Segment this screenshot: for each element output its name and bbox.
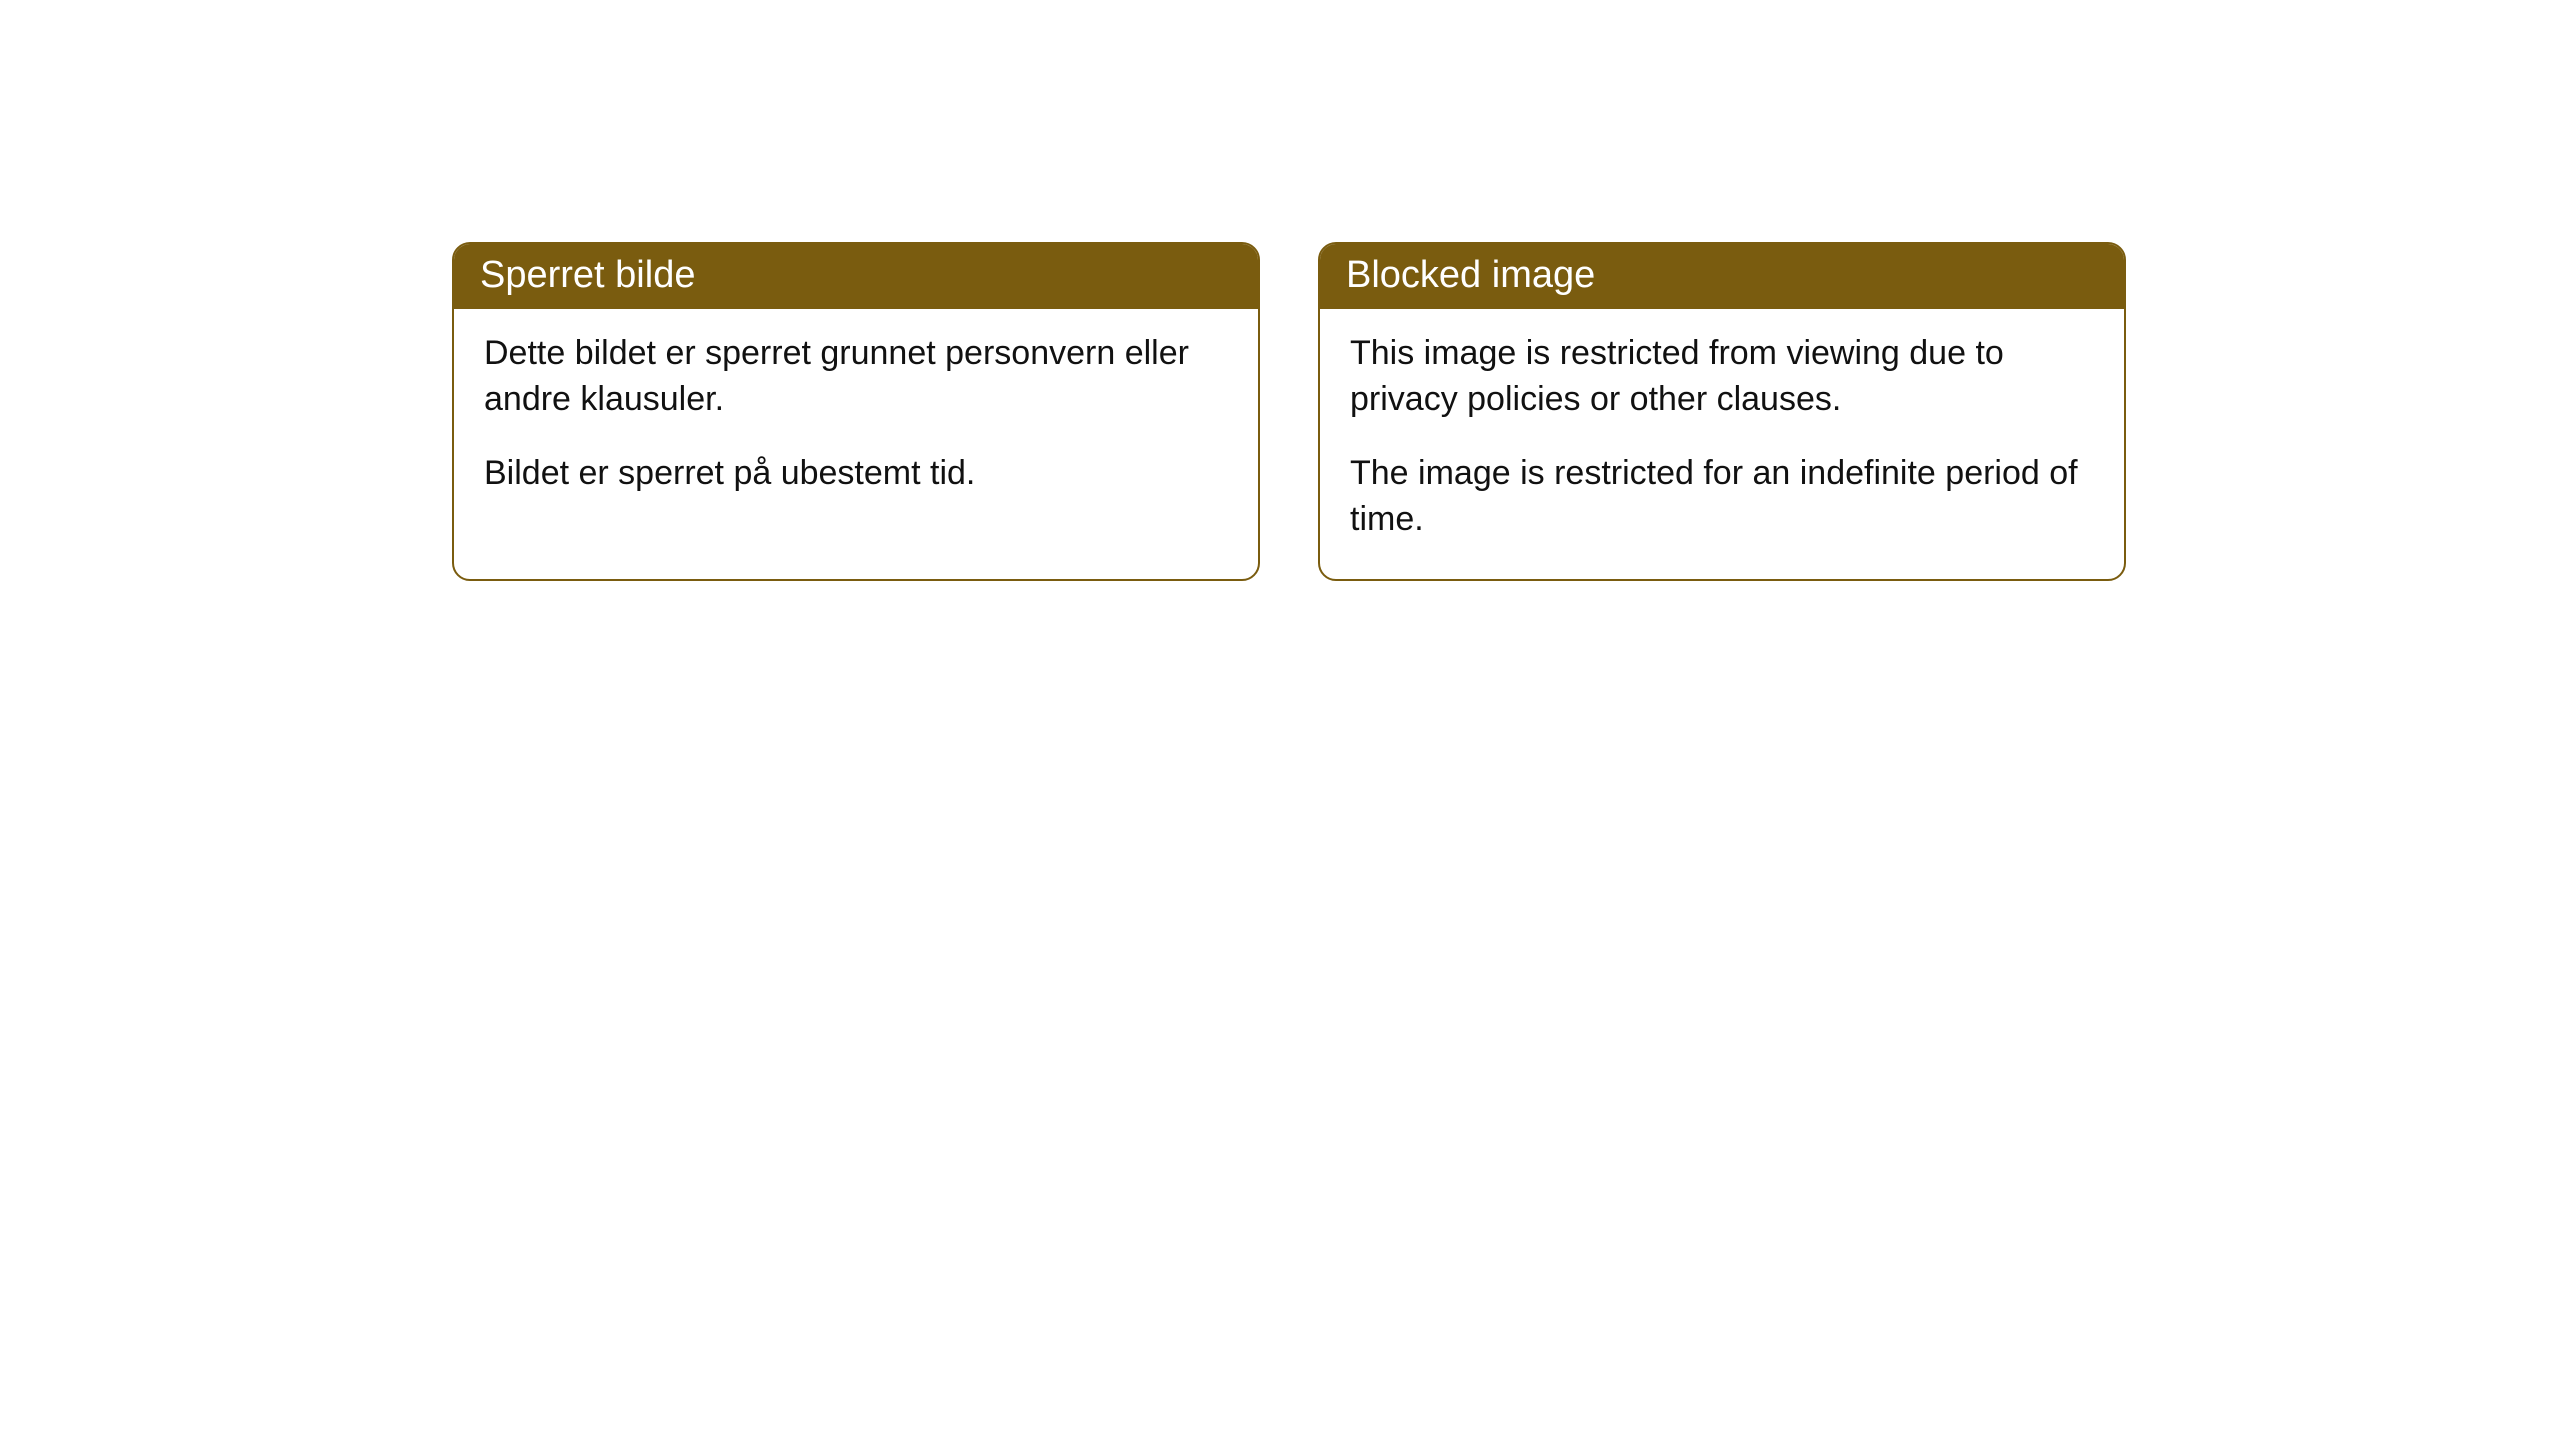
blocked-image-card-english: Blocked image This image is restricted f… — [1318, 242, 2126, 581]
cards-container: Sperret bilde Dette bildet er sperret gr… — [0, 0, 2560, 581]
card-paragraph: This image is restricted from viewing du… — [1350, 331, 2094, 423]
card-header: Sperret bilde — [454, 244, 1258, 309]
card-title: Sperret bilde — [480, 254, 695, 296]
card-paragraph: Bildet er sperret på ubestemt tid. — [484, 451, 1228, 497]
card-paragraph: The image is restricted for an indefinit… — [1350, 451, 2094, 543]
card-title: Blocked image — [1346, 254, 1595, 296]
card-header: Blocked image — [1320, 244, 2124, 309]
card-paragraph: Dette bildet er sperret grunnet personve… — [484, 331, 1228, 423]
card-body: Dette bildet er sperret grunnet personve… — [454, 309, 1258, 533]
card-body: This image is restricted from viewing du… — [1320, 309, 2124, 579]
blocked-image-card-norwegian: Sperret bilde Dette bildet er sperret gr… — [452, 242, 1260, 581]
